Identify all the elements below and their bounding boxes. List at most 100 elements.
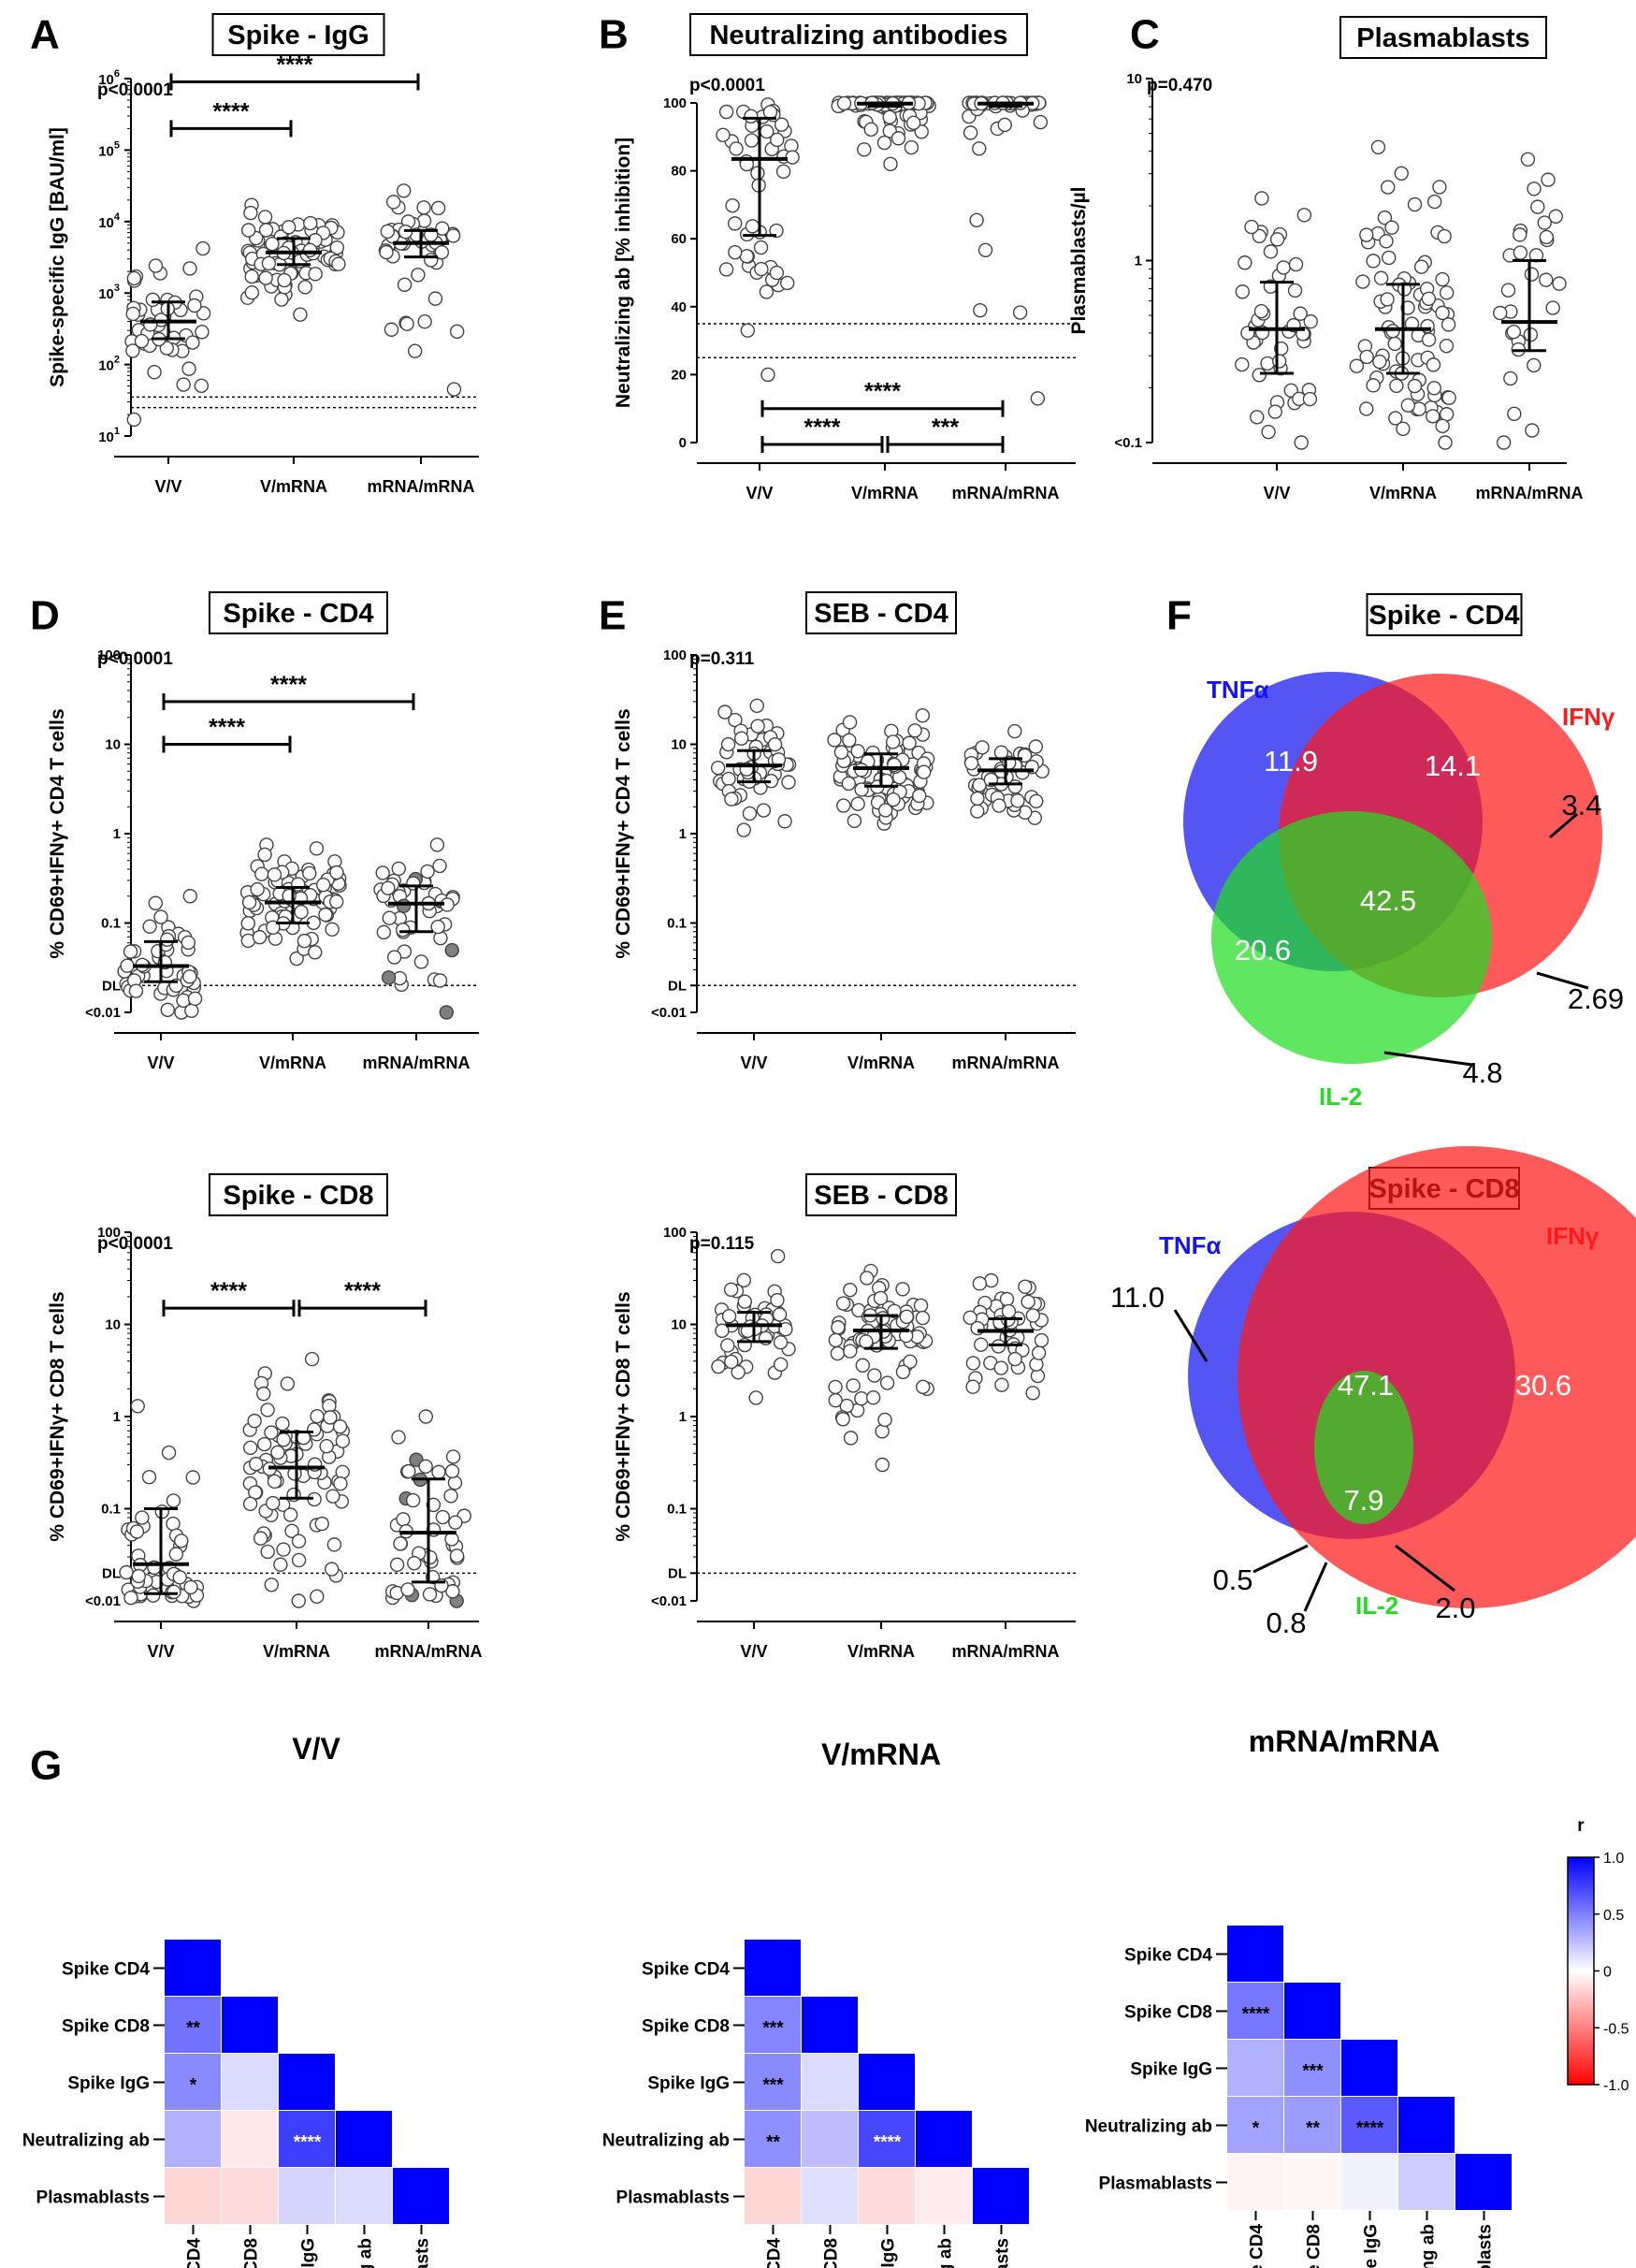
data-point [1294, 435, 1309, 450]
venn-value: 14.1 [1425, 749, 1481, 782]
data-point [1021, 1294, 1035, 1309]
data-point [174, 1534, 189, 1548]
data-point [883, 156, 898, 172]
heatmap-col-label: Plasmablasts [413, 2238, 433, 2268]
data-point [1413, 259, 1429, 274]
y-tick-label: 0.1 [667, 1502, 687, 1518]
data-point [160, 932, 175, 947]
data-point [314, 1516, 329, 1532]
x-tick-label: mRNA/mRNA [374, 1642, 482, 1661]
data-point [847, 813, 862, 829]
data-point [972, 141, 987, 156]
data-point [770, 1248, 786, 1264]
data-point [1426, 194, 1442, 210]
data-point [260, 1403, 275, 1418]
data-point [328, 894, 344, 909]
data-point [744, 109, 759, 124]
data-point [843, 1431, 859, 1446]
data-point [1261, 424, 1276, 440]
data-point [728, 712, 743, 728]
data-point [134, 333, 150, 349]
data-point [310, 1409, 325, 1424]
data-point [303, 215, 318, 231]
data-point [1302, 391, 1318, 407]
x-tick-label: V/V [740, 1054, 767, 1072]
data-point [306, 1422, 322, 1437]
data-point [267, 1474, 282, 1490]
panel-label: G [30, 1743, 62, 1789]
data-point [1438, 435, 1453, 450]
p-value: p=0.115 [689, 1234, 755, 1254]
data-point [1385, 324, 1400, 339]
data-point [445, 1449, 461, 1464]
data-point [1373, 270, 1389, 285]
data-point [1527, 182, 1542, 196]
heatmap-cell [1227, 1983, 1283, 2039]
heatmap-significance: **** [294, 2133, 322, 2153]
data-point [854, 1390, 869, 1406]
data-point [379, 244, 394, 260]
data-point [407, 343, 423, 358]
data-point [331, 256, 346, 271]
venn-value: 42.5 [1360, 884, 1416, 917]
y-tick-label: 10 [105, 737, 121, 753]
data-point [422, 1587, 438, 1602]
data-point [289, 951, 304, 967]
y-axis-label: Neutralizing ab [% inhibition] [613, 138, 634, 408]
venn-value: 11.9 [1264, 745, 1318, 778]
y-tick-label: <0.01 [651, 1593, 687, 1609]
y-tick-label: 1 [113, 1409, 121, 1425]
data-point [318, 907, 333, 923]
data-point [302, 242, 318, 258]
data-point [1235, 356, 1250, 372]
heatmap-significance: *** [762, 2019, 784, 2039]
x-tick-label: mRNA/mRNA [1475, 484, 1583, 502]
data-point [131, 1568, 147, 1584]
data-point [916, 764, 932, 779]
data-point [432, 858, 447, 874]
data-point [1254, 191, 1269, 206]
data-point [264, 1425, 279, 1440]
data-point [1537, 215, 1552, 230]
data-point [1545, 300, 1560, 315]
data-point [240, 223, 256, 238]
panel-title: Spike - CD4 [223, 599, 373, 629]
data-point [159, 341, 174, 356]
data-point [1527, 357, 1542, 373]
data-point [994, 1377, 1009, 1392]
data-point [1377, 210, 1393, 225]
data-point [391, 861, 406, 877]
data-point [393, 1536, 408, 1551]
y-tick-label: 20 [671, 367, 687, 383]
panel-title: Spike - IgG [227, 21, 369, 51]
data-point [395, 923, 411, 938]
data-point [257, 210, 273, 225]
data-point [435, 1509, 451, 1525]
data-point [1018, 1279, 1033, 1294]
data-point [182, 261, 197, 276]
y-tick-label: 100 [663, 647, 687, 663]
venn-set-label: TNFα [1159, 1231, 1222, 1259]
heatmap-cell [802, 1997, 858, 2053]
heatmap-cell [802, 2054, 858, 2110]
heatmap-cell [1227, 2040, 1283, 2096]
data-point [915, 708, 930, 723]
data-point [319, 1438, 334, 1454]
x-tick-label: V/V [147, 1054, 174, 1072]
heatmap-title: mRNA/mRNA [1249, 1724, 1440, 1758]
x-tick-label: V/mRNA [847, 1054, 915, 1072]
data-point [1359, 401, 1374, 416]
heatmap-cell [336, 2168, 392, 2224]
data-point [1252, 368, 1267, 383]
data-point [1263, 244, 1279, 259]
data-point [846, 1378, 861, 1393]
data-point [1397, 282, 1412, 297]
data-point [281, 220, 297, 235]
data-point [1238, 255, 1252, 270]
data-point [876, 1311, 890, 1326]
data-point [865, 1390, 881, 1405]
data-point [965, 1379, 980, 1394]
data-point [1493, 305, 1508, 321]
data-point [148, 895, 163, 910]
panel-title-box [209, 591, 388, 634]
